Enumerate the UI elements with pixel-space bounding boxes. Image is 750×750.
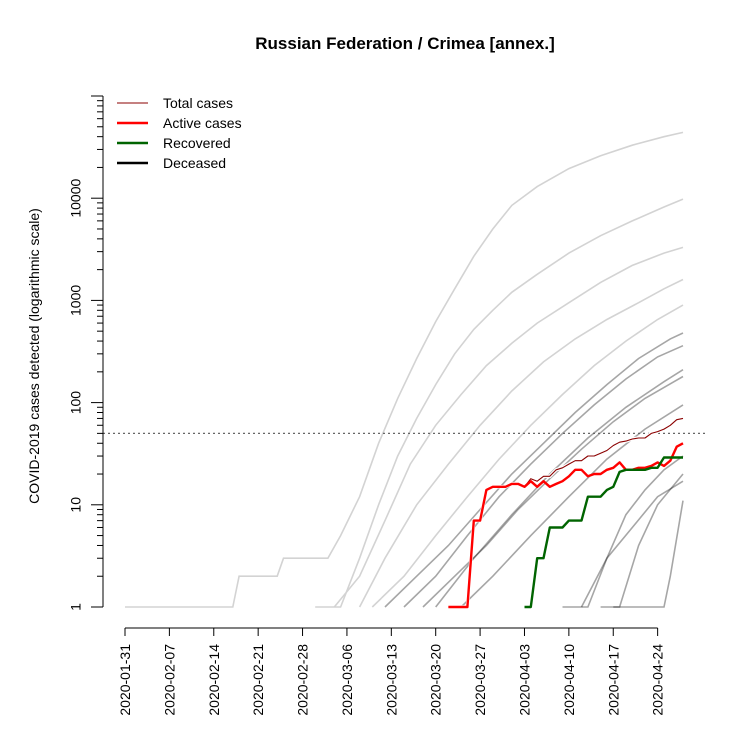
x-tick-label: 2020-02-28	[295, 644, 311, 716]
x-tick-label: 2020-04-10	[561, 644, 577, 716]
background-line	[371, 304, 684, 608]
x-tick-label: 2020-03-06	[339, 644, 355, 716]
background-line	[384, 332, 684, 608]
y-tick-label: 1000	[68, 285, 84, 316]
background-line	[435, 369, 684, 608]
y-tick-label: 10	[68, 497, 84, 513]
background-line	[125, 131, 684, 608]
main-series-lines	[448, 416, 684, 609]
x-tick-label: 2020-03-27	[472, 644, 488, 716]
background-line	[613, 500, 684, 608]
legend-label: Deceased	[163, 155, 226, 171]
background-line	[422, 375, 684, 608]
chart-title: Russian Federation / Crimea [annex.]	[255, 34, 554, 53]
legend-label: Total cases	[163, 95, 233, 111]
x-tick-label: 2020-03-13	[383, 644, 399, 716]
background-line	[460, 404, 684, 608]
x-tick-label: 2020-02-07	[161, 644, 177, 716]
background-country-lines	[125, 131, 684, 608]
y-axis-label: COVID-2019 cases detected (logarithmic s…	[26, 208, 42, 504]
y-tick-label: 10000	[68, 179, 84, 218]
background-line	[600, 473, 684, 608]
x-tick-label: 2020-04-17	[605, 644, 621, 716]
background-line	[315, 198, 684, 608]
x-tick-label: 2020-04-03	[516, 644, 532, 716]
series-line-halo	[448, 416, 684, 609]
background-line	[358, 278, 684, 608]
background-line	[580, 480, 684, 608]
x-tick-label: 2020-02-14	[206, 644, 222, 716]
x-tick-label: 2020-01-31	[117, 644, 133, 716]
background-line	[562, 455, 684, 608]
background-line	[333, 246, 684, 608]
legend: Total cases Active cases Recovered Deceased	[117, 95, 242, 171]
series-line-recovered	[524, 456, 683, 609]
series-line-total	[448, 417, 684, 608]
legend-label: Active cases	[163, 115, 242, 131]
y-tick-label: 100	[68, 391, 84, 415]
legend-label: Recovered	[163, 135, 231, 151]
x-tick-label: 2020-03-20	[428, 644, 444, 716]
y-axis: 1 10 100 1000 10000	[68, 95, 104, 611]
background-line	[403, 344, 684, 608]
series-line-active	[448, 442, 684, 609]
x-tick-label: 2020-04-24	[650, 644, 666, 716]
y-tick-label: 1	[68, 603, 84, 611]
x-tick-label: 2020-02-21	[250, 644, 266, 716]
x-axis: 2020-01-31 2020-02-07 2020-02-14 2020-02-21…	[117, 627, 666, 716]
